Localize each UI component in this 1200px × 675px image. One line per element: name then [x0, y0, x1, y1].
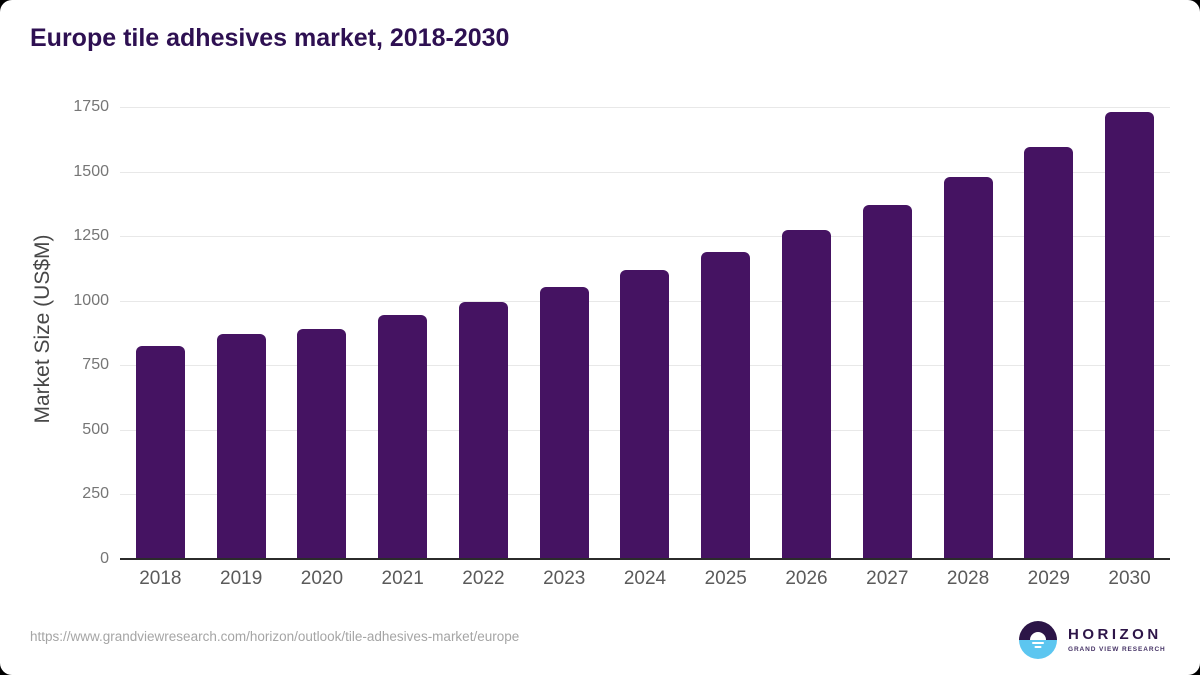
- bar-slot-2020: [282, 107, 363, 559]
- x-tick-label-2025: 2025: [704, 568, 747, 589]
- bar-slot-2030: [1089, 107, 1170, 559]
- bar-2030[interactable]: [1105, 112, 1155, 559]
- plot-area: [120, 107, 1170, 560]
- x-tick-label-2018: 2018: [139, 568, 182, 589]
- x-tick-label-2027: 2027: [866, 568, 909, 589]
- bar-slot-2027: [847, 107, 928, 559]
- bar-2021[interactable]: [378, 314, 428, 559]
- bar-slot-2028: [928, 107, 1009, 559]
- x-tick-label-2026: 2026: [785, 568, 828, 589]
- bar-series: [120, 107, 1170, 559]
- y-tick-label-500: 500: [82, 420, 109, 438]
- y-tick-label-0: 0: [100, 550, 109, 567]
- horizon-sun-over-water-icon: [1019, 621, 1057, 659]
- bar-2026[interactable]: [782, 229, 831, 559]
- logo-subtitle: GRAND VIEW RESEARCH: [1068, 645, 1166, 653]
- bar-slot-2019: [201, 107, 282, 559]
- bar-2029[interactable]: [1024, 147, 1074, 559]
- chart-title: Europe tile adhesives market, 2018-2030: [30, 24, 510, 52]
- x-axis-tick-labels: 2018 2019 2020 2021 2022 2023 2024 2025 2026 2027…: [120, 568, 1170, 590]
- bar-2022[interactable]: [458, 302, 508, 559]
- bar-slot-2023: [524, 107, 605, 559]
- bar-slot-2018: [120, 107, 201, 559]
- x-tick-label-2028: 2028: [946, 568, 990, 589]
- bar-2020[interactable]: [297, 329, 347, 559]
- horizon-logo: HORIZON GRAND VIEW RESEARCH: [1019, 621, 1166, 659]
- logo-name: HORIZON: [1068, 626, 1162, 644]
- bar-2019[interactable]: [216, 334, 266, 559]
- bar-2024[interactable]: [620, 269, 670, 559]
- bar-slot-2029: [1008, 107, 1089, 559]
- bar-slot-2026: [766, 107, 847, 559]
- bar-slot-2025: [685, 107, 766, 559]
- x-axis-line: [120, 558, 1170, 560]
- x-tick-label-2022: 2022: [462, 568, 505, 589]
- x-tick-label-2023: 2023: [543, 568, 586, 589]
- x-tick-label-2024: 2024: [623, 568, 667, 589]
- bar-2027[interactable]: [862, 205, 912, 559]
- gridline-1500: [120, 171, 1170, 173]
- gridline-1250: [120, 236, 1170, 238]
- bar-2028[interactable]: [943, 176, 993, 559]
- bar-2025[interactable]: [701, 251, 751, 559]
- x-tick-label-2030: 2030: [1108, 568, 1151, 589]
- sun-icon: [1030, 632, 1046, 640]
- x-tick-label-2020: 2020: [300, 568, 344, 589]
- x-tick-label-2019: 2019: [220, 568, 263, 589]
- bar-2023[interactable]: [539, 286, 589, 559]
- water-ripple-icon: [1032, 642, 1044, 644]
- y-tick-label-1750: 1750: [73, 98, 109, 115]
- bar-2018[interactable]: [135, 345, 185, 559]
- x-tick-label-2021: 2021: [381, 568, 424, 589]
- logo-text: HORIZON GRAND VIEW RESEARCH: [1068, 627, 1166, 653]
- bar-slot-2022: [443, 107, 524, 559]
- bar-slot-2021: [362, 107, 443, 559]
- y-tick-label-1500: 1500: [73, 162, 109, 180]
- y-axis-title: Market Size (US$M): [31, 234, 54, 424]
- x-tick-label-2029: 2029: [1027, 568, 1070, 589]
- bar-slot-2024: [605, 107, 686, 559]
- y-tick-label-250: 250: [82, 485, 109, 503]
- gridline-1750: [120, 107, 1170, 108]
- source-url: https://www.grandviewresearch.com/horizo…: [30, 629, 520, 644]
- water-ripple-icon: [1034, 646, 1042, 648]
